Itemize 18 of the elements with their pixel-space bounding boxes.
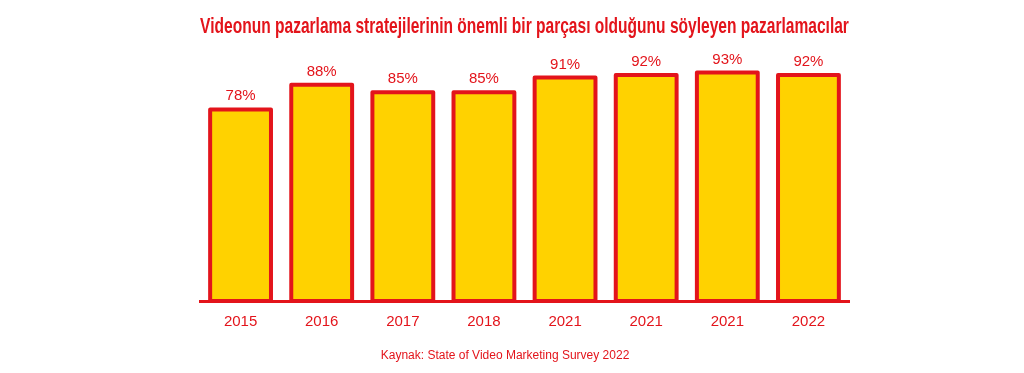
x-tick-label: 2015: [223, 312, 258, 330]
x-tick-label: 2021: [548, 312, 582, 330]
x-tick-label: 2021: [710, 312, 744, 330]
chart-title: Videonun pazarlama stratejilerinin önemli bir parçası olduğunu söyleyen pazarlamacılar: [200, 13, 850, 38]
x-tick-label: 2016: [305, 312, 339, 330]
x-tick-label: 2018: [467, 312, 501, 330]
data-label: 85%: [468, 69, 499, 87]
data-label: 91%: [550, 54, 581, 72]
x-tick-label: 2021: [629, 312, 663, 330]
text: Kaynak: State of Video Marketing Survey 2022: [380, 348, 630, 362]
data-label: 92%: [631, 52, 662, 70]
data-label: 88%: [306, 61, 337, 79]
data-label: 85%: [387, 69, 418, 87]
data-label: 93%: [712, 49, 743, 67]
data-label: 78%: [225, 86, 256, 104]
x-tick-label: 2017: [386, 312, 420, 330]
data-label: 92%: [793, 52, 824, 70]
x-tick-label: 2022: [791, 312, 826, 330]
